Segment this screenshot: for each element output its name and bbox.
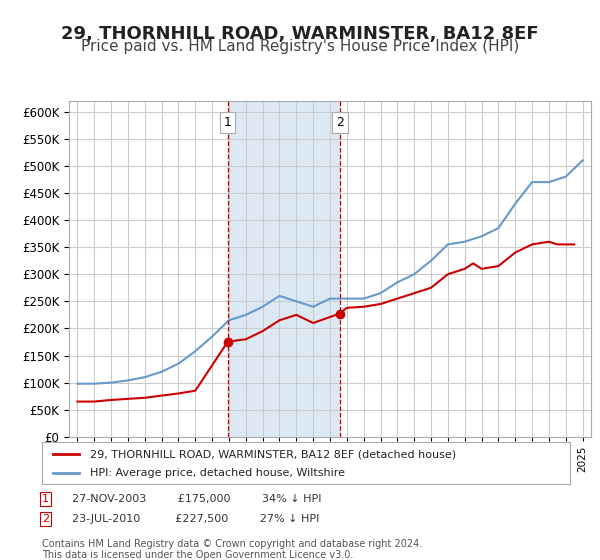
Text: HPI: Average price, detached house, Wiltshire: HPI: Average price, detached house, Wilt… (89, 468, 344, 478)
Text: 29, THORNHILL ROAD, WARMINSTER, BA12 8EF (detached house): 29, THORNHILL ROAD, WARMINSTER, BA12 8EF… (89, 449, 455, 459)
Text: 23-JUL-2010          £227,500         27% ↓ HPI: 23-JUL-2010 £227,500 27% ↓ HPI (72, 514, 319, 524)
Text: 1: 1 (224, 116, 232, 129)
Text: 27-NOV-2003         £175,000         34% ↓ HPI: 27-NOV-2003 £175,000 34% ↓ HPI (72, 494, 322, 504)
Bar (227, 101, 340, 437)
Text: 1: 1 (42, 494, 49, 504)
Text: Contains HM Land Registry data © Crown copyright and database right 2024.
This d: Contains HM Land Registry data © Crown c… (42, 539, 422, 560)
Text: Price paid vs. HM Land Registry's House Price Index (HPI): Price paid vs. HM Land Registry's House … (81, 39, 519, 54)
Text: 29, THORNHILL ROAD, WARMINSTER, BA12 8EF: 29, THORNHILL ROAD, WARMINSTER, BA12 8EF (61, 25, 539, 43)
Text: 2: 2 (336, 116, 344, 129)
Text: 2: 2 (42, 514, 49, 524)
